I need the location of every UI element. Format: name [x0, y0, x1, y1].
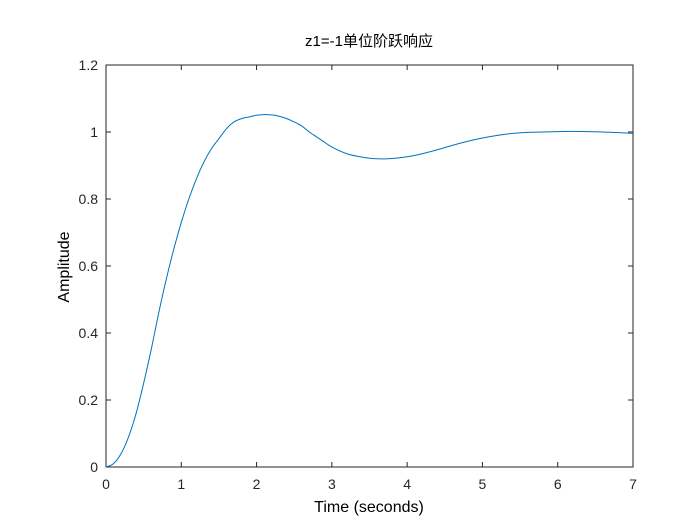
chart-title: z1=-1单位阶跃响应: [305, 32, 433, 50]
step-response-line: [105, 114, 634, 468]
y-tick-label: 1: [90, 124, 98, 140]
x-tick-label: 6: [554, 476, 562, 492]
x-axis-label: Time (seconds): [314, 499, 424, 516]
x-tick-label: 1: [177, 476, 185, 492]
y-tick-label: 0: [90, 459, 98, 475]
y-tick-label: 0.6: [79, 258, 99, 274]
x-tick-label: 4: [403, 476, 411, 492]
y-tick-label: 0.8: [79, 191, 99, 207]
y-axis-label: Amplitude: [56, 231, 73, 302]
y-tick-label: 0.4: [79, 325, 99, 341]
y-tick-label: 1.2: [79, 57, 99, 73]
x-tick-label: 2: [253, 476, 261, 492]
axes-box: [105, 64, 634, 468]
x-tick-label: 3: [328, 476, 336, 492]
x-tick-label: 7: [629, 476, 637, 492]
x-tick-label: 5: [479, 476, 487, 492]
y-tick-label: 0.2: [79, 392, 99, 408]
x-tick-label: 0: [102, 476, 110, 492]
plot-area: 0 1 2 3 4 5 6 7 0 0.2 0.4 0.6 0.8 1 1.2: [79, 57, 638, 492]
